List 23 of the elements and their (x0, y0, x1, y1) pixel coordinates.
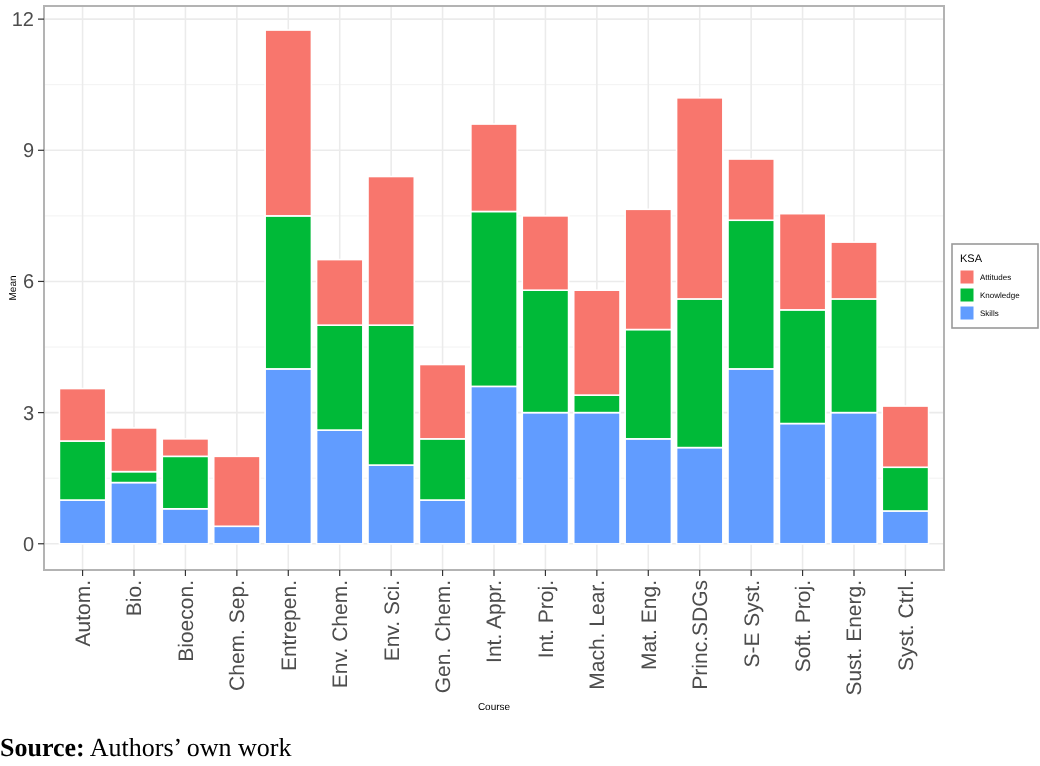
x-tick-label: Soft. Proj. (791, 580, 816, 673)
x-tick-label: Int. Appr. (483, 580, 508, 663)
x-tick-label: Sust. Energ. (843, 580, 868, 696)
y-tick-label: 0 (22, 534, 35, 557)
x-tick-label: Mach. Lear. (586, 580, 611, 690)
source-note: Source: Authors’ own work (0, 732, 293, 762)
x-tick-label: S-E Syst. (740, 580, 765, 668)
x-tick-label: Env. Chem. (329, 580, 354, 689)
x-tick-label: Chem. Sep. (226, 580, 251, 691)
x-tick-label: Bio. (123, 580, 148, 617)
x-tick-label: Int. Proj. (534, 580, 559, 659)
y-tick-label: 9 (22, 141, 35, 164)
y-tick-label: 6 (22, 272, 35, 295)
x-tick-label: Env. Sci. (380, 580, 405, 662)
x-tick-label: Gen. Chem. (431, 580, 456, 694)
x-tick-label: Princ.SDGs (689, 580, 714, 690)
y-tick-label: 12 (11, 10, 35, 33)
x-tick-label: Entrepen. (277, 580, 302, 672)
x-tick-label: Bioecon. (174, 580, 199, 662)
x-tick-label: Mat. Eng. (637, 580, 662, 670)
x-tick-label: Autom. (71, 580, 96, 647)
y-tick-label: 3 (22, 403, 35, 426)
x-tick-label: Syst. Ctrl. (894, 580, 919, 672)
